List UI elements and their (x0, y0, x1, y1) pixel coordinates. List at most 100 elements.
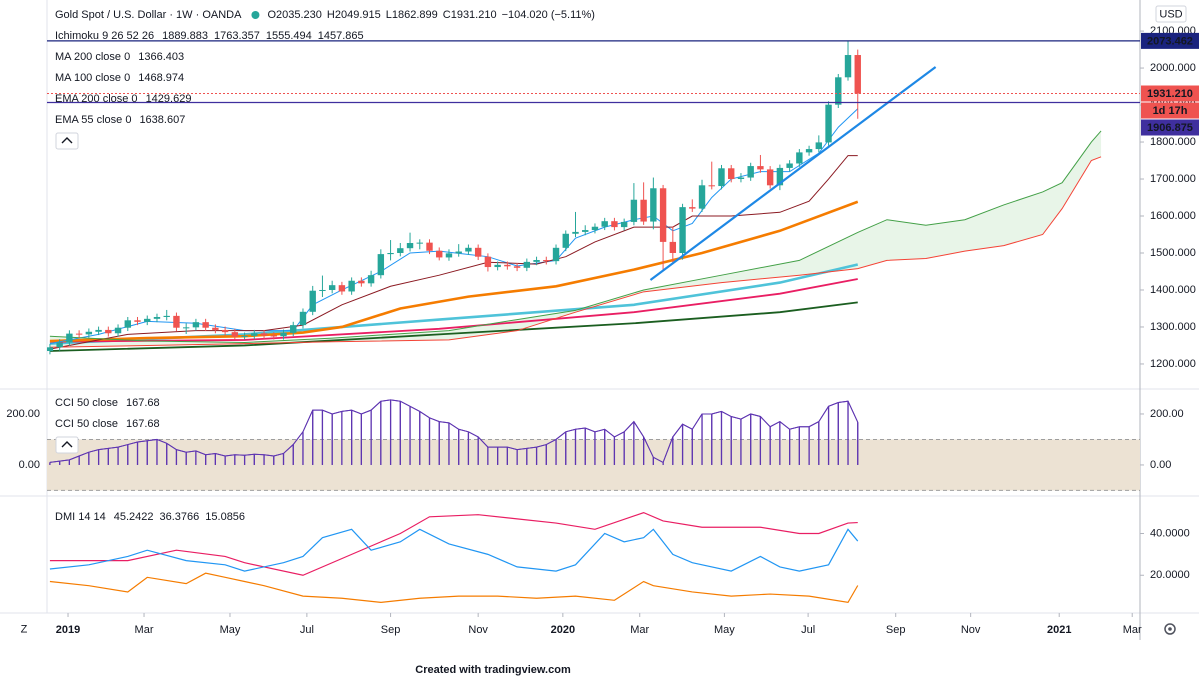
candle-body (854, 55, 861, 94)
price-tag-label: 1906.875 (1147, 122, 1193, 134)
legend-value: 167.68 (126, 397, 160, 409)
candle-body (56, 342, 63, 348)
candle-body (436, 250, 443, 258)
y-tick-label: 1600.000 (1150, 210, 1196, 222)
candle-body (95, 329, 102, 332)
candle-body (523, 261, 531, 268)
dmi-line (49, 511, 858, 576)
candle-body (562, 233, 569, 248)
candle-body (659, 188, 667, 242)
moving-average-line (49, 278, 858, 343)
candle-body (309, 290, 316, 312)
legend-label: CCI 50 close (55, 397, 118, 409)
ohlc-label: C (443, 9, 451, 21)
candle-body (484, 256, 492, 268)
candle-body (319, 289, 326, 291)
candle-body (737, 177, 745, 180)
x-tick-label: Mar (630, 624, 649, 636)
cci-panel (47, 399, 1140, 491)
candle-body (328, 285, 336, 290)
x-tick-label: Sep (886, 624, 906, 636)
y-tick-label: 1200.000 (1150, 358, 1196, 370)
legend-value: 1638.607 (139, 114, 185, 126)
x-tick-label: Mar (1123, 624, 1142, 636)
candle-body (299, 311, 307, 326)
candle-body (620, 221, 628, 228)
legend-label: EMA 55 close 0 (55, 114, 131, 126)
legends: Gold Spot / U.S. Dollar · 1W · OANDA O 203… (55, 9, 595, 523)
candle-body (47, 347, 54, 352)
y-tick-label: 200.00 (6, 408, 40, 420)
candle-body (630, 199, 638, 222)
x-tick-label: Jul (801, 624, 815, 636)
legend-label: MA 100 close 0 (55, 72, 130, 84)
candle-body (757, 166, 764, 170)
candle-body (504, 264, 511, 267)
candle-body (75, 333, 83, 335)
candle-body (416, 242, 423, 244)
candle-body (358, 280, 365, 284)
y-tick-label: 0.00 (19, 459, 40, 471)
candle-body (85, 331, 93, 335)
legend-value: 167.68 (126, 418, 160, 430)
currency-box[interactable] (1155, 5, 1187, 23)
candle-body (182, 327, 190, 329)
price-change: −104.020 (−5.11%) (502, 9, 595, 21)
x-tick-label: Jul (300, 624, 314, 636)
y-tick-label: 20.0000 (1150, 569, 1190, 581)
candle-body (66, 333, 73, 343)
y-tick-label: 1800.000 (1150, 136, 1196, 148)
candle-body (611, 221, 618, 228)
candle-body (455, 251, 462, 254)
chart-title: Gold Spot / U.S. Dollar · 1W · OANDA (55, 9, 242, 21)
x-tick-label: Mar (135, 624, 154, 636)
candle-body (572, 231, 579, 234)
ohlc-label: O (267, 9, 276, 21)
price-panel (47, 40, 1140, 355)
candle-body (153, 316, 161, 319)
legend-label: MA 200 close 0 (55, 51, 130, 63)
candle-body (426, 242, 433, 251)
axes: 1200.000 1300.000 1400.000 1500.000 1600.000… (6, 25, 1199, 636)
cci-line (49, 399, 859, 464)
currency[interactable]: USD (1159, 8, 1182, 20)
candle-body (776, 167, 784, 186)
x-tick-label: 2020 (551, 624, 575, 636)
y-tick-label: 2000.000 (1150, 62, 1196, 74)
price-tag (1141, 85, 1199, 102)
candle-body (786, 163, 793, 168)
legend-value: 1889.883 (162, 30, 208, 42)
collapse-button[interactable] (55, 132, 79, 150)
candle-body (698, 185, 706, 209)
candle-body (796, 152, 803, 164)
x-tick-label: May (220, 624, 241, 636)
price-tag (1141, 119, 1199, 136)
x-tick-label: Nov (468, 624, 488, 636)
candle-body (533, 260, 540, 262)
candle-body (290, 325, 297, 333)
candle-body (825, 104, 832, 143)
ohlc-label: H (327, 9, 335, 21)
legend-value: 36.3766 (160, 511, 200, 523)
ohlc-label: L (386, 9, 392, 21)
candle-body (221, 329, 229, 333)
collapse-button[interactable] (55, 436, 79, 454)
candle-body (669, 241, 677, 253)
ichimoku-line (49, 130, 1102, 344)
zoom-button[interactable] (16, 621, 32, 637)
candle-body (163, 315, 170, 317)
ichimoku-line (49, 155, 858, 350)
legend-value: 1366.403 (138, 51, 184, 63)
y-tick-label: 1300.000 (1150, 321, 1196, 333)
candle-body (465, 247, 472, 252)
price-tag (1141, 32, 1199, 49)
band (47, 439, 1140, 491)
settings-button[interactable] (1164, 623, 1176, 635)
candle-body (241, 335, 248, 337)
candle-body (348, 280, 355, 292)
zoom-button-label[interactable]: Z (21, 623, 28, 635)
candle-body (231, 332, 239, 337)
candle-body (835, 77, 842, 105)
